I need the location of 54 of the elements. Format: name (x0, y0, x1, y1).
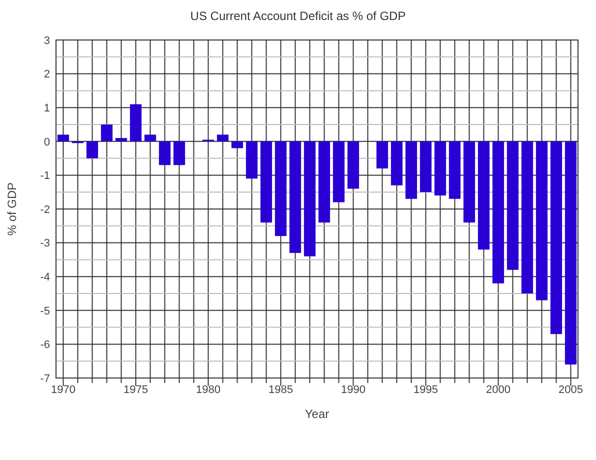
bar (376, 141, 388, 168)
bar (57, 134, 70, 142)
bar (448, 141, 461, 199)
bar (173, 141, 186, 166)
chart-title: US Current Account Deficit as % of GDP (190, 9, 406, 23)
x-tick-label: 2005 (558, 384, 583, 396)
y-tick-label: 2 (44, 68, 50, 81)
bar (115, 138, 128, 142)
x-tick-label: 1975 (124, 384, 148, 396)
bar (216, 134, 229, 142)
bar (420, 141, 432, 192)
bar (304, 141, 316, 256)
bar (86, 141, 98, 158)
x-tick-label: 1995 (414, 384, 438, 396)
bar (463, 141, 476, 223)
bar (390, 141, 403, 186)
x-axis-title: Year (304, 407, 330, 421)
bar (260, 141, 272, 223)
bar (144, 134, 156, 142)
x-tick-label: 1990 (341, 384, 366, 396)
bar (332, 141, 345, 202)
bar (564, 141, 577, 364)
bar (492, 141, 504, 284)
bar (536, 141, 548, 300)
bar (246, 141, 258, 179)
bar (130, 104, 142, 142)
y-tick-label: -4 (40, 271, 50, 284)
y-tick-label: -2 (40, 204, 50, 216)
bar (158, 141, 171, 166)
bar (506, 141, 519, 270)
bar (434, 141, 446, 196)
y-tick-label: 0 (44, 136, 50, 148)
y-tick-label: -7 (40, 372, 50, 385)
bar (100, 124, 113, 142)
bar (231, 141, 244, 148)
y-tick-label: 3 (44, 34, 50, 47)
bar (478, 141, 490, 250)
y-tick-label: -3 (40, 238, 50, 250)
x-tick-label: 1980 (196, 384, 220, 396)
bar (274, 141, 287, 236)
bar (405, 141, 418, 199)
bar (318, 141, 330, 223)
x-tick-label: 2000 (486, 384, 510, 396)
y-tick-label: 1 (44, 102, 50, 114)
y-axis-title: % of GDP (5, 182, 19, 236)
y-tick-label: -6 (40, 339, 50, 352)
bar (521, 141, 534, 294)
y-tick-label: -5 (40, 305, 50, 318)
bar (347, 141, 360, 189)
bar (550, 141, 562, 334)
x-tick-label: 1970 (51, 384, 76, 396)
bar (289, 141, 302, 253)
y-tick-label: -1 (40, 170, 50, 182)
x-tick-label: 1985 (268, 384, 293, 396)
